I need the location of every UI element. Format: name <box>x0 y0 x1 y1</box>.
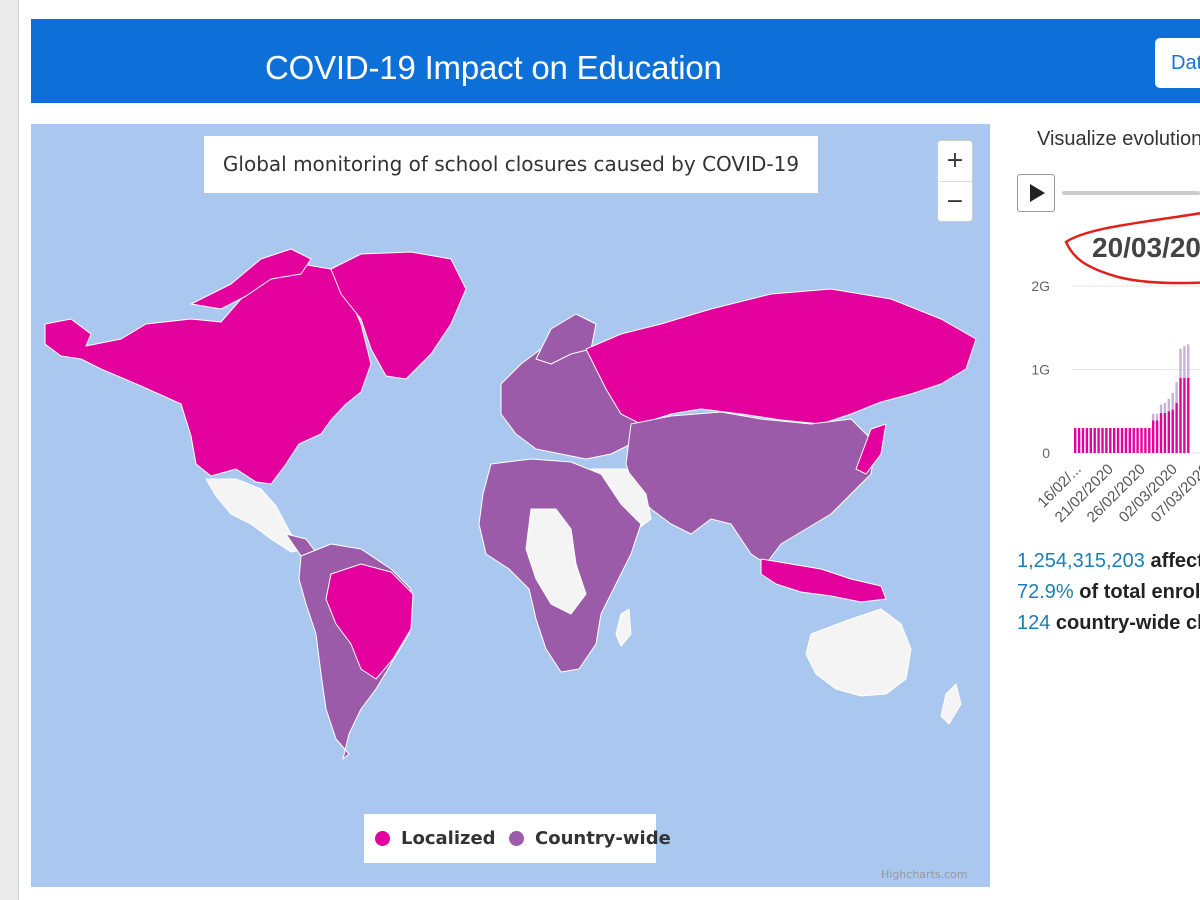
region-north-america <box>44 263 372 485</box>
zoom-in-button[interactable]: + <box>938 141 972 182</box>
chart-bar-localized[interactable] <box>1074 427 1077 453</box>
evolution-chart: 2G1G016/02/...21/02/202026/02/202002/03/… <box>1031 278 1200 526</box>
chart-bar-localized[interactable] <box>1109 427 1112 453</box>
stats-block: 1,254,315,203 affecte 72.9% of total enr… <box>1017 550 1200 643</box>
play-icon <box>1030 184 1045 202</box>
chart-bar-localized[interactable] <box>1077 427 1081 453</box>
current-date: 20/03/20 <box>1092 232 1200 263</box>
chart-bar-localized[interactable] <box>1124 427 1128 453</box>
legend-dot-localized <box>375 831 390 846</box>
chart-bar-localized[interactable] <box>1136 427 1139 453</box>
page-title: COVID-19 Impact on Education <box>265 49 722 86</box>
header-bar: COVID-19 Impact on Education Dat <box>31 19 1200 103</box>
region-new-zealand <box>940 683 962 725</box>
stat-countries-number: 124 <box>1017 612 1051 634</box>
region-japan <box>855 423 887 475</box>
stat-percent-text: of total enrolle <box>1079 581 1200 603</box>
chart-bar-localized[interactable] <box>1093 427 1096 453</box>
chart-bar-localized[interactable] <box>1097 427 1100 453</box>
chart-bar-localized[interactable] <box>1175 402 1178 453</box>
map-title: Global monitoring of school closures cau… <box>204 136 818 193</box>
stat-affected-number: 1,254,315,203 <box>1017 550 1145 572</box>
chart-bar-localized[interactable] <box>1187 377 1190 453</box>
region-australia <box>805 608 912 697</box>
evolution-panel: Visualize evolution 20/03/20 2G 1G 0 16/02/… <box>1000 110 1200 900</box>
date-highlight-annotation <box>1064 212 1200 285</box>
stat-percent-number: 72.9% <box>1017 581 1074 603</box>
chart-bar-country-wide[interactable] <box>1175 382 1178 403</box>
stat-percent: 72.9% of total enrolle <box>1017 581 1200 612</box>
stat-affected-text: affecte <box>1150 550 1200 572</box>
zoom-out-button[interactable]: − <box>945 189 965 214</box>
legend-label-localized: Localized <box>401 828 496 849</box>
region-madagascar <box>615 608 632 647</box>
region-canada-islands <box>190 248 312 310</box>
chart-bar-localized[interactable] <box>1155 420 1159 453</box>
chart-bar-localized[interactable] <box>1081 427 1085 453</box>
highcharts-credits[interactable]: Highcharts.com <box>881 868 968 881</box>
chart-bar-localized[interactable] <box>1179 377 1182 453</box>
chart-bar-localized[interactable] <box>1183 377 1186 453</box>
chart-bar-localized[interactable] <box>1171 409 1174 453</box>
data-button[interactable]: Dat <box>1155 38 1200 88</box>
chart-y-tick-label: 2G <box>1031 278 1050 294</box>
stat-countries: 124 country-wide clo <box>1017 612 1200 643</box>
chart-bar-localized[interactable] <box>1089 427 1092 453</box>
chart-bar-country-wide[interactable] <box>1159 404 1163 413</box>
stat-affected: 1,254,315,203 affecte <box>1017 550 1200 581</box>
chart-bar-localized[interactable] <box>1163 412 1167 453</box>
chart-bar-localized[interactable] <box>1105 427 1108 453</box>
region-scandinavia <box>535 313 597 365</box>
chart-bar-localized[interactable] <box>1167 411 1170 453</box>
chart-bar-country-wide[interactable] <box>1163 402 1167 413</box>
chart-bar-country-wide[interactable] <box>1155 413 1159 421</box>
region-asia <box>625 411 877 565</box>
play-button[interactable] <box>1017 174 1055 212</box>
region-africa-nodata <box>525 508 587 615</box>
world-map-panel[interactable]: Global monitoring of school closures cau… <box>31 124 990 887</box>
chart-bar-country-wide[interactable] <box>1167 398 1170 412</box>
legend-label-country-wide: Country-wide <box>535 828 671 849</box>
region-brazil <box>325 563 414 680</box>
chart-bar-localized[interactable] <box>1132 427 1135 453</box>
zoom-controls: + − <box>937 140 973 222</box>
chart-bar-country-wide[interactable] <box>1187 344 1190 378</box>
chart-bar-localized[interactable] <box>1101 427 1104 453</box>
chart-bar-localized[interactable] <box>1085 427 1089 453</box>
chart-bar-localized[interactable] <box>1120 427 1124 453</box>
chart-bar-localized[interactable] <box>1144 427 1147 453</box>
chart-bar-country-wide[interactable] <box>1171 392 1174 410</box>
chart-bar-localized[interactable] <box>1159 412 1163 453</box>
chart-bar-country-wide[interactable] <box>1183 346 1186 378</box>
timeline-slider[interactable] <box>1062 191 1200 195</box>
legend-dot-country-wide <box>509 831 524 846</box>
chart-bar-localized[interactable] <box>1152 420 1155 453</box>
map-legend: Localized Country-wide <box>364 814 671 863</box>
region-indonesia <box>760 558 887 603</box>
stat-countries-text: country-wide clo <box>1050 612 1200 634</box>
chart-bar-country-wide[interactable] <box>1152 413 1155 421</box>
chart-bar-country-wide[interactable] <box>1179 348 1182 378</box>
chart-y-tick-label: 0 <box>1042 445 1050 461</box>
evolution-heading: Visualize evolution <box>1037 128 1200 150</box>
chart-y-tick-label: 1G <box>1031 362 1050 378</box>
region-greenland <box>330 251 467 380</box>
chart-bar-localized[interactable] <box>1113 427 1116 453</box>
world-map[interactable] <box>31 124 990 887</box>
chart-bar-localized[interactable] <box>1140 427 1143 453</box>
chart-bar-localized[interactable] <box>1148 427 1151 453</box>
left-gutter <box>0 0 19 900</box>
region-russia <box>585 288 977 425</box>
chart-bar-localized[interactable] <box>1116 427 1120 453</box>
chart-bar-localized[interactable] <box>1128 427 1131 453</box>
